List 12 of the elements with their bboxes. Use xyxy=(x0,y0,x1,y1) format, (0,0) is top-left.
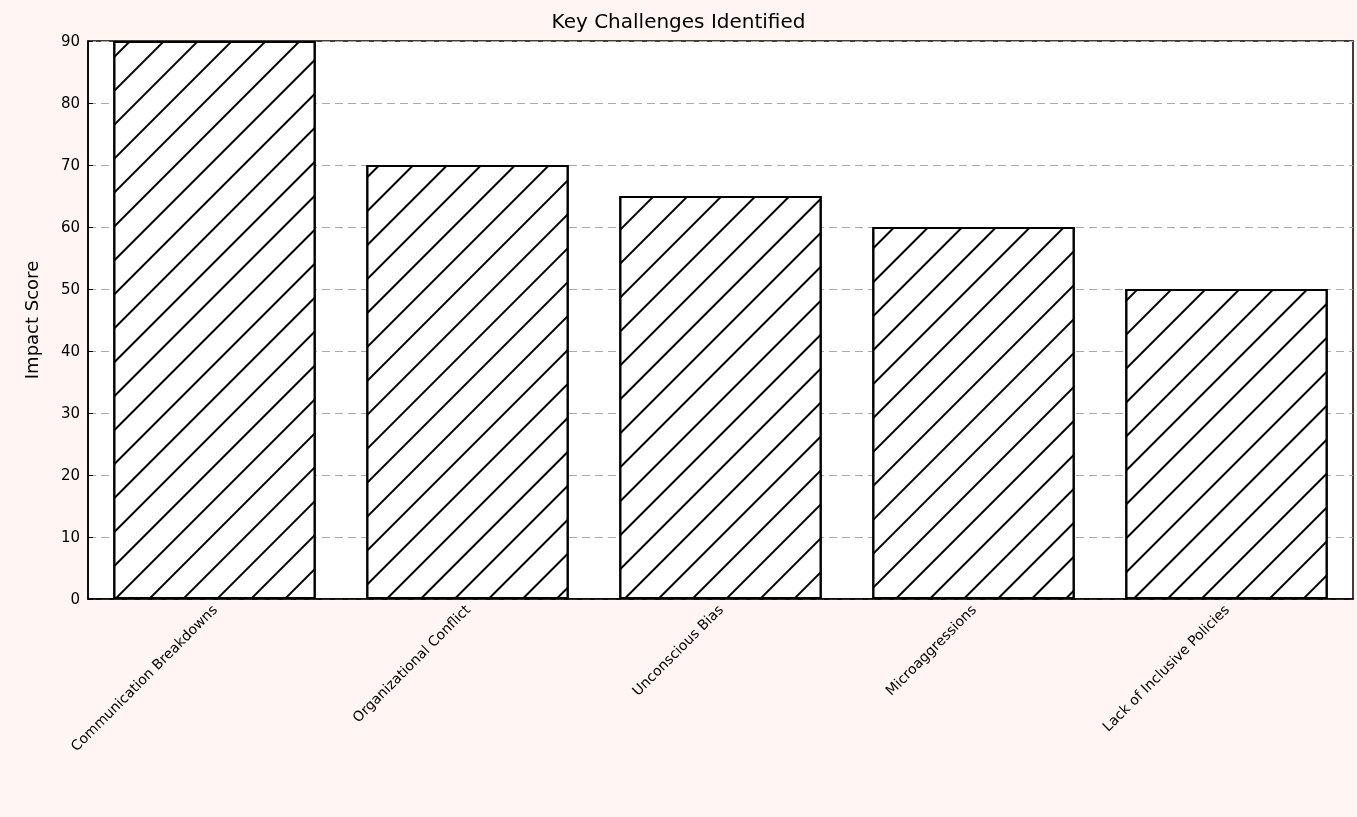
y-tick-label: 80 xyxy=(60,94,80,112)
y-tick-label: 20 xyxy=(60,466,80,484)
y-tick-label: 0 xyxy=(70,590,80,608)
y-axis-title: Impact Score xyxy=(20,260,42,380)
y-tick-label: 10 xyxy=(60,528,80,546)
y-tick-label: 30 xyxy=(60,404,80,422)
chart-title: Key Challenges Identified xyxy=(551,9,806,33)
y-tick-label: 50 xyxy=(60,280,80,298)
y-tick-label: 70 xyxy=(60,156,80,174)
y-tick-label: 90 xyxy=(60,32,80,50)
y-tick-label: 40 xyxy=(60,342,80,360)
y-tick-label: 60 xyxy=(60,218,80,236)
